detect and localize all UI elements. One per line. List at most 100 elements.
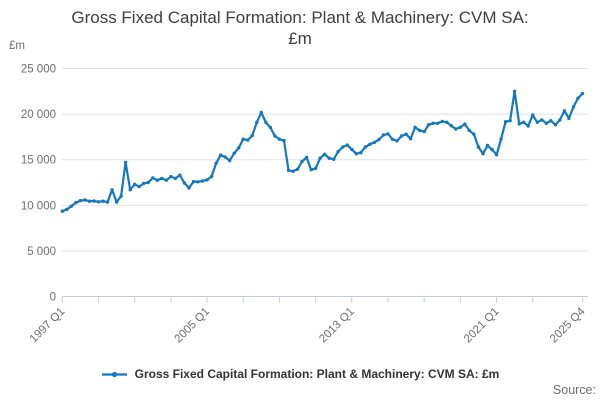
data-point-marker[interactable] xyxy=(318,156,322,160)
data-point-marker[interactable] xyxy=(128,188,132,192)
data-point-marker[interactable] xyxy=(413,125,417,129)
data-point-marker[interactable] xyxy=(264,120,268,125)
data-point-marker[interactable] xyxy=(531,113,535,117)
data-point-marker[interactable] xyxy=(354,152,358,156)
data-point-marker[interactable] xyxy=(526,124,530,128)
data-point-marker[interactable] xyxy=(476,145,481,149)
data-point-marker[interactable] xyxy=(169,174,173,179)
data-point-marker[interactable] xyxy=(69,204,74,208)
data-point-marker[interactable] xyxy=(309,168,313,172)
data-point-marker[interactable] xyxy=(422,129,426,134)
data-point-marker[interactable] xyxy=(363,145,368,149)
data-point-marker[interactable] xyxy=(246,138,250,142)
data-point-marker[interactable] xyxy=(101,199,105,203)
data-point-marker[interactable] xyxy=(142,181,146,186)
data-point-marker[interactable] xyxy=(544,121,548,126)
data-point-marker[interactable] xyxy=(323,152,327,156)
data-point-marker[interactable] xyxy=(214,161,218,165)
data-point-marker[interactable] xyxy=(332,157,336,161)
data-point-marker[interactable] xyxy=(205,178,209,182)
data-point-marker[interactable] xyxy=(499,137,503,141)
data-point-marker[interactable] xyxy=(74,200,78,205)
data-point-marker[interactable] xyxy=(87,199,92,203)
data-point-marker[interactable] xyxy=(503,120,508,124)
data-point-marker[interactable] xyxy=(178,173,182,177)
data-point-marker[interactable] xyxy=(268,125,273,130)
data-point-marker[interactable] xyxy=(368,142,372,146)
data-point-marker[interactable] xyxy=(137,184,141,189)
data-point-marker[interactable] xyxy=(467,128,472,133)
data-point-marker[interactable] xyxy=(508,119,512,123)
data-point-marker[interactable] xyxy=(449,124,453,128)
data-point-marker[interactable] xyxy=(182,181,187,185)
data-point-marker[interactable] xyxy=(481,152,485,156)
data-point-marker[interactable] xyxy=(119,194,123,198)
data-point-marker[interactable] xyxy=(173,176,178,181)
data-point-marker[interactable] xyxy=(196,180,200,184)
data-point-marker[interactable] xyxy=(372,140,377,145)
data-point-marker[interactable] xyxy=(96,200,101,204)
data-point-marker[interactable] xyxy=(273,134,277,138)
data-point-marker[interactable] xyxy=(350,147,354,152)
data-point-marker[interactable] xyxy=(390,137,395,141)
data-point-marker[interactable] xyxy=(160,176,164,181)
data-point-marker[interactable] xyxy=(463,122,467,126)
data-point-marker[interactable] xyxy=(191,179,196,184)
data-point-marker[interactable] xyxy=(277,137,282,141)
data-point-marker[interactable] xyxy=(558,118,562,122)
data-point-marker[interactable] xyxy=(133,182,137,186)
data-point-marker[interactable] xyxy=(250,133,254,138)
data-point-marker[interactable] xyxy=(300,159,304,164)
data-point-marker[interactable] xyxy=(92,199,96,203)
data-point-marker[interactable] xyxy=(345,143,349,147)
data-point-marker[interactable] xyxy=(336,149,340,154)
data-point-marker[interactable] xyxy=(123,160,128,165)
data-point-marker[interactable] xyxy=(295,167,300,171)
data-point-marker[interactable] xyxy=(395,139,399,143)
data-point-marker[interactable] xyxy=(164,178,168,182)
data-point-marker[interactable] xyxy=(571,105,576,109)
data-point-marker[interactable] xyxy=(490,147,494,152)
data-point-marker[interactable] xyxy=(580,91,585,96)
data-point-marker[interactable] xyxy=(282,138,286,143)
data-point-marker[interactable] xyxy=(404,132,408,136)
data-point-marker[interactable] xyxy=(83,198,87,202)
data-point-marker[interactable] xyxy=(427,123,431,127)
data-point-marker[interactable] xyxy=(576,96,580,100)
data-point-marker[interactable] xyxy=(259,110,263,115)
data-point-marker[interactable] xyxy=(377,137,381,142)
data-point-marker[interactable] xyxy=(562,109,567,113)
data-point-marker[interactable] xyxy=(228,158,232,163)
data-point-marker[interactable] xyxy=(218,153,223,157)
data-point-marker[interactable] xyxy=(440,119,444,124)
data-point-marker[interactable] xyxy=(327,156,331,160)
data-point-marker[interactable] xyxy=(540,118,544,122)
data-point-marker[interactable] xyxy=(146,180,150,185)
data-point-marker[interactable] xyxy=(381,133,386,137)
data-point-marker[interactable] xyxy=(286,168,291,172)
data-point-marker[interactable] xyxy=(223,155,227,159)
data-point-marker[interactable] xyxy=(472,132,476,136)
data-point-marker[interactable] xyxy=(187,186,191,190)
data-point-marker[interactable] xyxy=(359,151,363,155)
data-point-marker[interactable] xyxy=(408,137,413,141)
data-point-marker[interactable] xyxy=(60,209,64,213)
data-point-marker[interactable] xyxy=(386,132,390,136)
data-point-marker[interactable] xyxy=(458,125,463,129)
data-point-marker[interactable] xyxy=(445,120,449,125)
data-point-marker[interactable] xyxy=(78,199,83,203)
data-point-marker[interactable] xyxy=(454,127,458,131)
data-point-marker[interactable] xyxy=(105,200,110,204)
data-point-marker[interactable] xyxy=(237,146,241,150)
data-point-marker[interactable] xyxy=(304,155,309,160)
data-point-marker[interactable] xyxy=(399,134,404,138)
series-line[interactable] xyxy=(61,90,584,213)
data-point-marker[interactable] xyxy=(151,176,155,180)
data-point-marker[interactable] xyxy=(485,143,490,148)
data-point-marker[interactable] xyxy=(522,120,526,125)
data-point-marker[interactable] xyxy=(512,89,517,94)
data-point-marker[interactable] xyxy=(494,153,499,157)
data-point-marker[interactable] xyxy=(232,151,236,155)
data-point-marker[interactable] xyxy=(155,178,159,182)
data-point-marker[interactable] xyxy=(255,120,259,125)
